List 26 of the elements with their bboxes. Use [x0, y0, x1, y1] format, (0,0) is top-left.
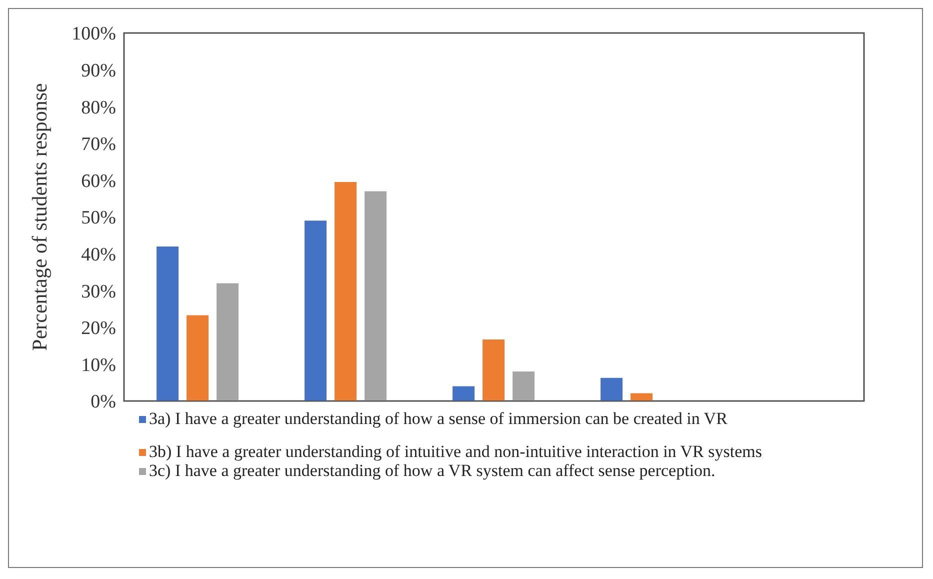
y-tick-label: 0%	[90, 392, 116, 413]
bar	[334, 182, 357, 401]
bar	[186, 315, 209, 401]
bar	[304, 220, 327, 401]
y-tick-label: 80%	[81, 97, 116, 118]
y-tick-label: 100%	[72, 24, 116, 45]
y-tick-label: 50%	[81, 208, 116, 229]
y-tick-label: 70%	[81, 134, 116, 156]
y-axis-title: Percentage of students response	[27, 83, 52, 351]
bar	[364, 191, 387, 401]
y-tick-label: 10%	[81, 354, 116, 376]
bar	[482, 340, 505, 401]
y-tick-label: 30%	[81, 281, 116, 302]
bar	[452, 386, 475, 401]
legend-label: 3b) I have a greater understanding of intuitive and non-intuitive interaction in VR systems	[149, 442, 762, 461]
y-tick-label: 60%	[81, 170, 116, 192]
legend-label: 3c) I have a greater understanding of how a VR system can affect sense perception.	[149, 461, 716, 480]
y-tick-label: 90%	[81, 60, 116, 82]
bar	[630, 393, 653, 401]
legend-label: 3a) I have a greater understanding of how a sense of immersion can be created in VR	[149, 409, 728, 428]
bar	[600, 378, 623, 401]
bar	[512, 372, 535, 401]
y-tick-label: 20%	[81, 318, 116, 340]
bar	[156, 246, 179, 401]
y-tick-label: 40%	[81, 244, 116, 266]
bar	[216, 283, 239, 401]
